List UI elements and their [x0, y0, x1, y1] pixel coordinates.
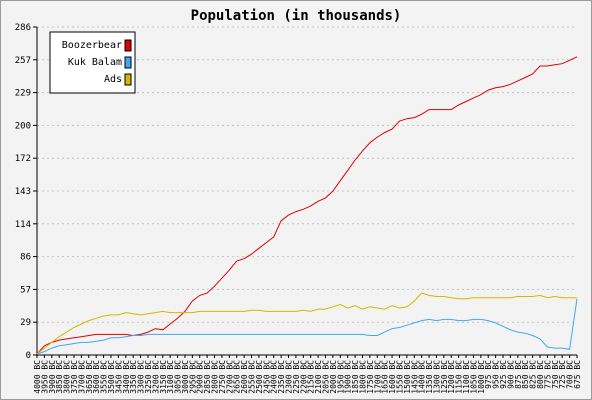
x-tick-label: 3950 BC	[40, 360, 49, 394]
x-tick-label: 3850 BC	[55, 360, 64, 394]
x-tick-label: 1200 BC	[447, 360, 456, 394]
x-tick-label: 4000 BC	[33, 360, 42, 394]
x-tick-label: 1300 BC	[432, 360, 441, 394]
x-tick-label: 3150 BC	[159, 360, 168, 394]
x-tick-label: 2800 BC	[211, 360, 220, 394]
x-tick-label: 1100 BC	[462, 360, 471, 394]
x-tick-label: 2900 BC	[196, 360, 205, 394]
x-tick-label: 1450 BC	[410, 360, 419, 394]
y-tick-label: 29	[20, 318, 31, 328]
x-tick-label: 3900 BC	[48, 360, 57, 394]
x-tick-label: 775 BC	[543, 360, 552, 389]
x-tick-label: 850 BC	[521, 360, 530, 389]
x-tick-label: 675 BC	[573, 360, 582, 389]
x-tick-label: 1050 BC	[469, 360, 478, 394]
x-tick-label: 2300 BC	[285, 360, 294, 394]
series-line-kuk-balam	[36, 298, 578, 355]
x-tick-label: 1600 BC	[388, 360, 397, 394]
x-tick-label: 725 BC	[558, 360, 567, 389]
x-tick-label: 2250 BC	[292, 360, 301, 394]
x-tick-label: 2100 BC	[314, 360, 323, 394]
x-tick-label: 2500 BC	[255, 360, 264, 394]
x-tick-label: 1950 BC	[336, 360, 345, 394]
y-tick-label: 229	[15, 89, 31, 99]
x-tick-label: 1900 BC	[344, 360, 353, 394]
x-tick-label: 3100 BC	[166, 360, 175, 394]
x-tick-label: 1400 BC	[418, 360, 427, 394]
x-tick-label: 3250 BC	[144, 360, 153, 394]
x-tick-label: 3300 BC	[137, 360, 146, 394]
x-tick-label: 1000 BC	[477, 360, 486, 394]
y-tick-label: 286	[15, 23, 31, 33]
x-tick-label: 1500 BC	[403, 360, 412, 394]
legend-box	[49, 31, 136, 94]
x-tick-label: 1800 BC	[358, 360, 367, 394]
x-tick-label: 1150 BC	[455, 360, 464, 394]
x-tick-label: 3750 BC	[70, 360, 79, 394]
x-tick-label: 2750 BC	[218, 360, 227, 394]
y-tick-label: 114	[15, 220, 31, 230]
series-line-boozerbear	[36, 56, 578, 355]
x-tick-label: 2450 BC	[262, 360, 271, 394]
x-tick-label: 825 BC	[529, 360, 538, 389]
x-tick-label: 1350 BC	[425, 360, 434, 394]
x-tick-label: 1850 BC	[351, 360, 360, 394]
y-tick-label: 143	[15, 187, 31, 197]
x-tick-label: 3500 BC	[107, 360, 116, 394]
x-tick-label: 3550 BC	[100, 360, 109, 394]
x-tick-label: 3050 BC	[174, 360, 183, 394]
chart-title: Population (in thousands)	[191, 8, 402, 24]
y-tick-label: 86	[20, 253, 31, 263]
x-tick-label: 2700 BC	[225, 360, 234, 394]
x-tick-label: 1700 BC	[373, 360, 382, 394]
x-tick-label: 2200 BC	[299, 360, 308, 394]
x-tick-label: 950 BC	[492, 360, 501, 389]
x-tick-label: 3800 BC	[63, 360, 72, 394]
x-tick-label: 750 BC	[551, 360, 560, 389]
x-tick-label: 1650 BC	[381, 360, 390, 394]
x-tick-label: 1250 BC	[440, 360, 449, 394]
x-tick-label: 900 BC	[506, 360, 515, 389]
y-tick-label: 57	[20, 285, 31, 295]
x-tick-label: 3400 BC	[122, 360, 131, 394]
x-tick-label: 3200 BC	[151, 360, 160, 394]
x-tick-label: 2650 BC	[233, 360, 242, 394]
legend-label: Kuk Balam	[68, 57, 122, 68]
x-tick-label: 1750 BC	[366, 360, 375, 394]
y-tick-label: 257	[15, 56, 31, 66]
series-line-ads	[36, 292, 577, 355]
x-tick-label: 2000 BC	[329, 360, 338, 394]
x-tick-label: 975 BC	[484, 360, 493, 389]
x-tick-label: 2550 BC	[248, 360, 257, 394]
x-tick-label: 2850 BC	[203, 360, 212, 394]
x-tick-label: 2150 BC	[307, 360, 316, 394]
x-tick-label: 3650 BC	[85, 360, 94, 394]
x-tick-label: 2050 BC	[321, 360, 330, 394]
y-tick-label: 172	[15, 154, 31, 164]
x-tick-label: 700 BC	[566, 360, 575, 389]
y-tick-label: 0	[26, 351, 31, 361]
x-tick-label: 3000 BC	[181, 360, 190, 394]
legend-swatch	[124, 39, 132, 52]
x-tick-label: 2950 BC	[188, 360, 197, 394]
x-tick-label: 2600 BC	[240, 360, 249, 394]
x-tick-label: 2400 BC	[270, 360, 279, 394]
y-tick-label: 200	[15, 121, 31, 131]
x-tick-label: 3600 BC	[92, 360, 101, 394]
x-tick-label: 1550 BC	[395, 360, 404, 394]
legend-swatch	[124, 73, 132, 86]
x-tick-label: 925 BC	[499, 360, 508, 389]
legend-label: Boozerbear	[62, 40, 122, 51]
x-tick-label: 2350 BC	[277, 360, 286, 394]
legend-swatch	[124, 56, 132, 69]
x-tick-label: 875 BC	[514, 360, 523, 389]
x-tick-label: 800 BC	[536, 360, 545, 389]
x-tick-label: 3450 BC	[114, 360, 123, 394]
x-tick-label: 3700 BC	[77, 360, 86, 394]
x-tick-label: 3350 BC	[129, 360, 138, 394]
legend-label: Ads	[104, 74, 122, 85]
